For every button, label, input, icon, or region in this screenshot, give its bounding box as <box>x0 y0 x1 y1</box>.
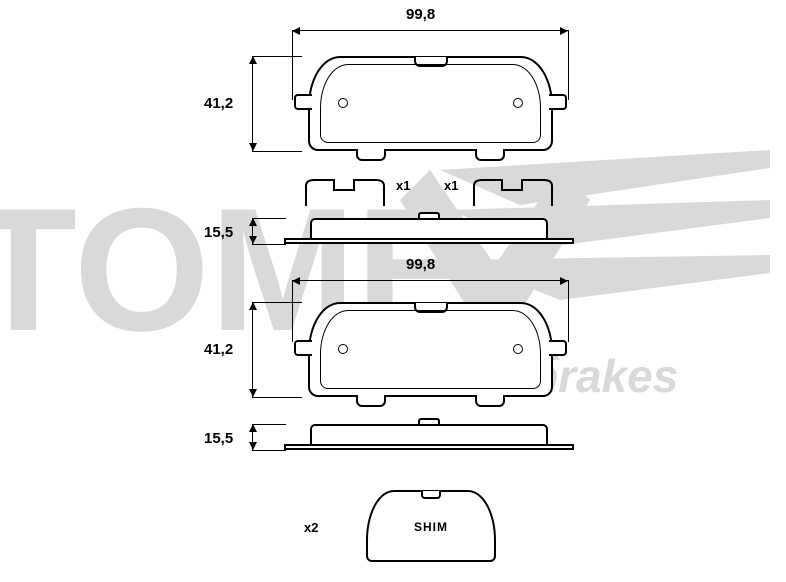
dim-thick-b: 15,5 <box>204 430 233 447</box>
pad-side-tab <box>294 340 312 356</box>
ext-line <box>252 56 302 57</box>
dim-height-a: 41,2 <box>204 95 233 112</box>
arrow <box>292 27 300 35</box>
pad-friction-outline <box>320 310 541 389</box>
ext-line <box>252 450 286 451</box>
pad-friction-outline <box>320 64 541 143</box>
arrow <box>249 218 257 226</box>
clip-right <box>470 176 556 208</box>
pad-locator-hole <box>513 98 523 108</box>
side-backplate <box>284 444 574 450</box>
pad-b-side-view <box>284 424 574 450</box>
pad-side-tab <box>549 94 567 110</box>
side-backplate <box>284 238 574 244</box>
arrow <box>249 56 257 64</box>
arrow <box>249 302 257 310</box>
dimline-height-a <box>252 56 253 151</box>
dim-height-b: 41,2 <box>204 341 233 358</box>
pad-bottom-foot <box>475 395 505 407</box>
ext-line <box>292 280 293 342</box>
arrow <box>249 424 257 432</box>
arrow <box>249 143 257 151</box>
diagram-stage: 99,8 41,2 x1 x1 15,5 <box>0 0 786 582</box>
arrow <box>292 277 300 285</box>
dimline-height-b <box>252 302 253 397</box>
pad-bottom-foot <box>356 149 386 161</box>
shim-notch <box>421 491 441 499</box>
qty-clip-left: x1 <box>396 178 410 193</box>
arrow <box>560 277 568 285</box>
dimline-width-mid <box>292 280 568 281</box>
ext-line <box>252 244 286 245</box>
ext-line <box>252 151 302 152</box>
ext-line <box>568 30 569 100</box>
pad-bottom-foot <box>475 149 505 161</box>
pad-b-front-view <box>308 302 553 397</box>
ext-line <box>568 280 569 342</box>
side-friction <box>310 424 548 444</box>
arrow <box>249 442 257 450</box>
shim-text: SHIM <box>414 520 448 534</box>
ext-line <box>252 302 302 303</box>
arrow <box>249 389 257 397</box>
ext-line <box>252 218 286 219</box>
qty-shim: x2 <box>304 520 318 535</box>
pad-bottom-foot <box>356 395 386 407</box>
side-friction <box>310 218 548 238</box>
dimline-width-top <box>292 30 568 31</box>
dim-width-mid: 99,8 <box>406 256 435 273</box>
dim-width-top: 99,8 <box>406 6 435 23</box>
pad-locator-hole <box>338 98 348 108</box>
qty-clip-right: x1 <box>444 178 458 193</box>
ext-line <box>292 30 293 100</box>
arrow <box>560 27 568 35</box>
clips-row <box>284 176 574 212</box>
pad-a-side-view <box>284 218 574 244</box>
ext-line <box>252 397 302 398</box>
ext-line <box>252 424 286 425</box>
pad-locator-hole <box>513 344 523 354</box>
dim-thick-a: 15,5 <box>204 224 233 241</box>
pad-a-front-view <box>308 56 553 151</box>
pad-locator-hole <box>338 344 348 354</box>
pad-side-tab <box>294 94 312 110</box>
pad-side-tab <box>549 340 567 356</box>
arrow <box>249 236 257 244</box>
clip-left <box>302 176 388 208</box>
